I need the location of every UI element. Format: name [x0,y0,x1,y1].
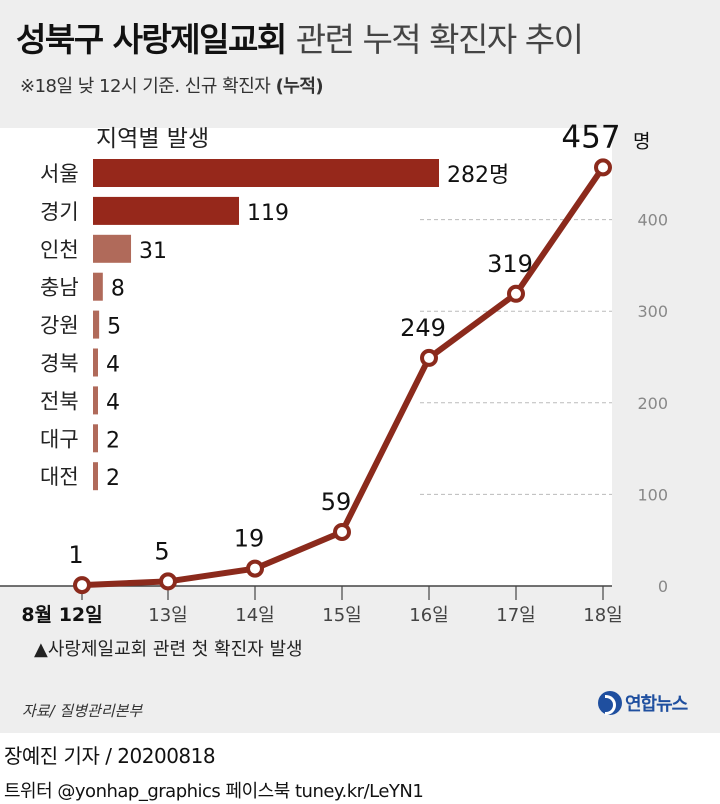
data-label: 1 [68,541,83,569]
plot-background [0,128,612,586]
y-tick-label: 100 [637,485,668,504]
chart-title: 성북구 사랑제일교회 관련 누적 확진자 추이 [16,18,584,62]
bar [93,159,439,187]
x-tick-label: 14일 [235,605,274,626]
bar-value-label: 119 [247,201,289,226]
bar [93,272,103,301]
bar-value-label: 31 [139,239,167,264]
bar-value-label: 282명 [447,163,509,188]
bar-category-label: 인천 [40,238,79,262]
bar [93,196,240,225]
social-links: 트위터 @yonhap_graphics 페이스북 tuney.kr/LeYN1 [4,781,424,802]
data-point [594,158,612,177]
x-tick-label: 13일 [148,605,187,626]
note-text: ※18일 낮 12시 기준. 신규 확진자 [20,76,271,97]
data-label: 457 [561,119,620,155]
logo-text: 연합뉴스 [625,694,688,715]
data-label: 19 [234,525,265,553]
annotation-text: ▲사랑제일교회 관련 첫 확진자 발생 [34,639,303,660]
y-tick-label: 0 [658,577,668,596]
data-label-unit: 명 [633,130,650,152]
data-point [420,348,438,367]
chart-note: ※18일 낮 12시 기준. 신규 확진자 (누적) [20,72,324,98]
bar [93,462,98,491]
y-tick-label: 300 [637,302,668,321]
bar-category-label: 경기 [40,200,79,224]
chart-title-main: 성북구 사랑제일교회 [16,20,287,59]
yonhap-logo-icon [598,691,622,715]
x-tick-label: 18일 [583,605,622,626]
bar-value-label: 2 [106,466,120,491]
data-label: 319 [487,250,533,278]
bar [93,310,100,339]
x-tick-label: 15일 [322,605,361,626]
bar-value-label: 4 [106,353,120,378]
data-label: 249 [400,314,446,342]
data-point [73,576,91,595]
note-bold: (누적) [275,76,324,97]
data-point [333,522,351,541]
x-tick-label: 8월 12일 [21,604,102,626]
bar [93,424,98,453]
bar-value-label: 4 [106,390,120,415]
yonhap-logo: 연합뉴스 [598,690,688,716]
bar-value-label: 2 [106,428,120,453]
chart-svg: 0 100 200 300 400 8월 12일 13일 14일 15일 16일 17일 18일 ▲사랑… [0,119,668,660]
source-label: 자료/ 질병관리본부 [22,702,143,720]
data-label: 59 [321,488,352,516]
bar-category-label: 전북 [40,389,79,413]
bar-category-label: 강원 [40,314,79,338]
bar-value-label: 5 [107,315,121,340]
x-tick-label: 17일 [496,605,535,626]
y-tick-label: 400 [637,211,668,230]
chart-title-sub: 관련 누적 확진자 추이 [295,20,584,59]
x-tick-label: 16일 [409,605,448,626]
bar-category-label: 대전 [40,465,79,489]
data-point [507,284,525,303]
bar-category-label: 경북 [40,352,79,376]
bar [93,234,132,263]
bar-chart-title: 지역별 발생 [96,126,209,152]
bar-value-label: 8 [111,277,125,302]
bar-category-label: 대구 [40,427,79,451]
bar [93,348,98,377]
reporter-credit: 장예진 기자 / 20200818 [4,744,216,768]
bar-category-label: 충남 [40,276,79,300]
bar-category-label: 서울 [40,162,79,186]
data-point [246,559,264,578]
data-label: 5 [154,537,169,565]
bar [93,386,98,415]
data-point [159,572,177,591]
y-tick-label: 200 [637,394,668,413]
